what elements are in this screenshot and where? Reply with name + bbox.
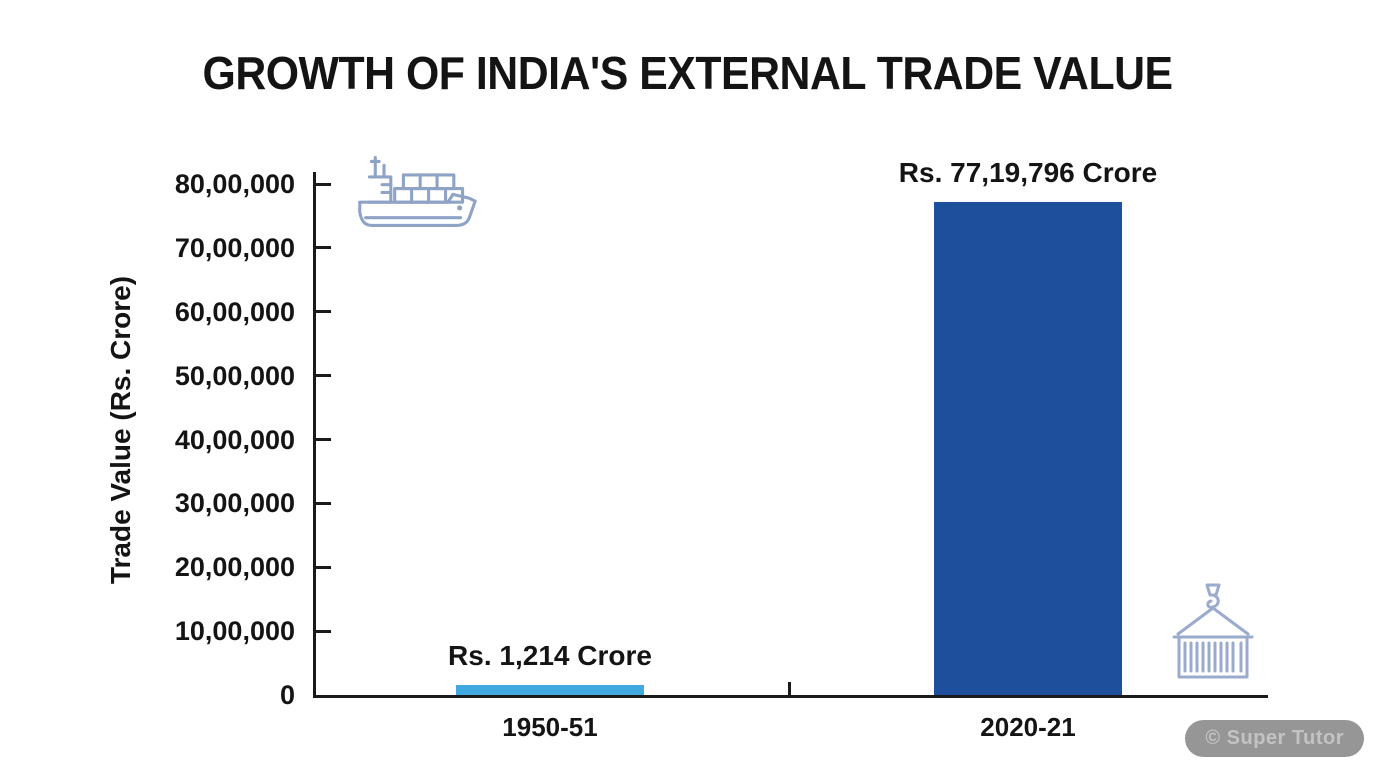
crane-container-icon xyxy=(1172,583,1254,679)
y-tick xyxy=(316,565,331,569)
y-tick-label: 0 xyxy=(279,680,295,710)
bar-value-label: Rs. 1,214 Crore xyxy=(448,640,652,671)
bar-1950-51 xyxy=(456,685,644,695)
cargo-ship-icon xyxy=(358,155,477,227)
y-tick xyxy=(316,501,331,505)
bar-2020-21 xyxy=(934,201,1122,695)
y-tick-label: 60,00,000 xyxy=(174,296,295,327)
y-tick-label: 50,00,000 xyxy=(174,360,295,391)
y-tick-label: 20,00,000 xyxy=(174,552,295,583)
watermark-badge: © Super Tutor xyxy=(1185,720,1364,757)
page-title: GROWTH OF INDIA'S EXTERNAL TRADE VALUE xyxy=(0,46,1376,100)
y-axis-line xyxy=(313,172,316,698)
x-category-label: 2020-21 xyxy=(980,712,1076,742)
page-title-text: GROWTH OF INDIA'S EXTERNAL TRADE VALUE xyxy=(202,47,1174,99)
x-axis-line xyxy=(313,695,1268,698)
x-category-label: 1950-51 xyxy=(502,712,598,742)
y-tick-label: 40,00,000 xyxy=(174,424,295,455)
y-tick xyxy=(316,374,331,378)
y-tick-label: 10,00,000 xyxy=(174,616,295,647)
y-tick xyxy=(316,246,331,250)
y-tick xyxy=(316,182,331,186)
y-tick xyxy=(316,629,331,633)
y-tick xyxy=(316,310,331,314)
x-axis-mid-tick xyxy=(788,682,791,695)
plot-area: 0 10,00,000 20,00,000 30,00,000 40,00,000 50,… xyxy=(175,157,1268,742)
y-tick xyxy=(316,438,331,441)
y-tick-label: 70,00,000 xyxy=(174,232,295,263)
y-tick-label: 30,00,000 xyxy=(174,488,295,519)
y-tick-label: 80,00,000 xyxy=(174,169,295,199)
bar-value-label: Rs. 77,19,796 Crore xyxy=(898,156,1158,188)
